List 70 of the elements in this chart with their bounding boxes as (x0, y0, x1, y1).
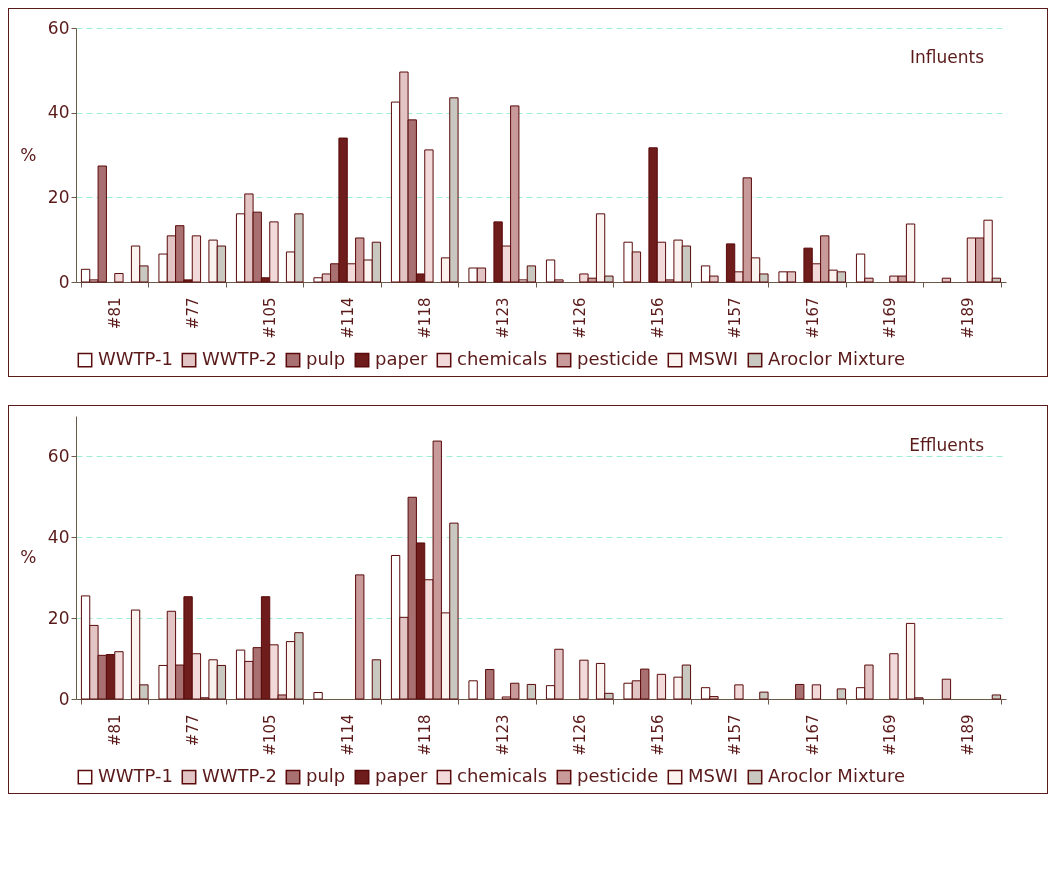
x-tick-label: #118 (416, 714, 435, 756)
bar (941, 277, 952, 283)
x-tick-label: #114 (338, 297, 357, 339)
x-tick-label: #189 (958, 297, 977, 339)
bar (355, 574, 365, 700)
bar (991, 694, 1002, 700)
legend-label: pesticide (577, 765, 659, 787)
bar (734, 684, 744, 700)
bar (836, 688, 847, 700)
y-tick-label: 40 (47, 102, 70, 123)
x-tick-label: #81 (106, 297, 125, 330)
bar (811, 684, 822, 700)
legend-label: WWTP-2 (202, 765, 277, 787)
bar (526, 683, 537, 700)
y-tick-label: 20 (47, 186, 70, 207)
legend-label: paper (375, 348, 428, 370)
x-tick-label: #156 (648, 714, 667, 756)
x-tick-label: #77 (183, 297, 202, 330)
y-tick-label: 60 (47, 445, 70, 466)
bar (889, 653, 899, 700)
x-tick-label: #105 (261, 714, 280, 756)
bar (468, 680, 478, 700)
legend-label: WWTP-1 (98, 765, 173, 787)
x-tick-label: #169 (881, 714, 900, 756)
bar (759, 691, 769, 700)
legend-label: pulp (306, 348, 346, 370)
bar (795, 683, 805, 700)
y-tick-label: 0 (58, 271, 70, 292)
y-tick-label: 0 (58, 688, 70, 709)
bar (656, 673, 667, 700)
legend-label: WWTP-1 (98, 348, 173, 370)
x-tick-label: #156 (648, 297, 667, 339)
legend-label: pesticide (577, 348, 659, 370)
legend-label: MSWI (688, 765, 739, 787)
x-tick-label: #189 (958, 714, 977, 756)
x-tick-label: #77 (183, 714, 202, 747)
annotation: Influents (909, 47, 985, 67)
y-tick-label: 20 (47, 607, 70, 628)
x-tick-label: #157 (726, 714, 745, 756)
x-tick-label: #169 (881, 297, 900, 339)
x-tick-label: #126 (571, 297, 590, 339)
bar (579, 659, 589, 700)
x-tick-label: #157 (726, 297, 745, 339)
x-tick-label: #118 (416, 297, 435, 339)
legend-label: WWTP-2 (202, 348, 277, 370)
y-axis-title: % (20, 144, 37, 165)
legend-label: MSWI (688, 348, 739, 370)
bar (371, 659, 382, 700)
bar (313, 692, 323, 700)
annotation: Effluents (909, 435, 985, 455)
x-tick-label: #167 (803, 297, 822, 339)
x-tick-label: #167 (803, 714, 822, 756)
x-tick-label: #126 (571, 714, 590, 756)
y-axis-title: % (20, 547, 37, 567)
bar (941, 678, 952, 700)
y-tick-label: 40 (47, 526, 70, 547)
x-tick-label: #81 (106, 714, 125, 747)
bar (114, 273, 124, 283)
x-tick-label: #114 (338, 714, 357, 756)
legend-label: paper (375, 765, 428, 787)
legend-label: pulp (306, 765, 346, 787)
x-tick-label: #123 (493, 714, 512, 756)
bar (485, 668, 495, 700)
x-tick-label: #123 (493, 297, 512, 339)
legend-label: Aroclor Mixture (768, 348, 906, 370)
legend-label: chemicals (457, 348, 548, 370)
y-tick-label: 60 (47, 17, 70, 38)
legend-label: Aroclor Mixture (768, 765, 906, 787)
legend-label: chemicals (457, 765, 548, 787)
x-tick-label: #105 (261, 297, 280, 339)
